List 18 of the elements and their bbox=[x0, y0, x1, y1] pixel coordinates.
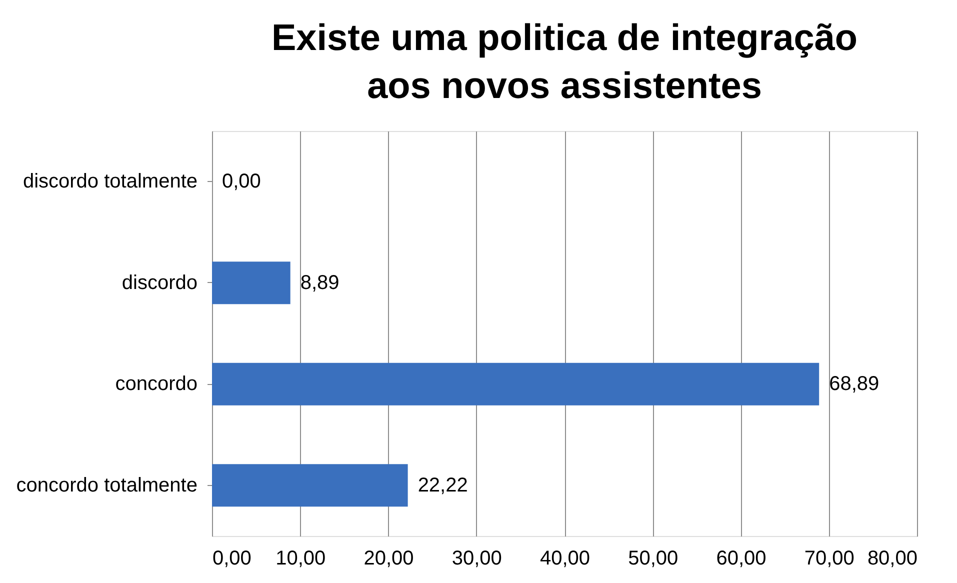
y-tick-label: discordo totalmente bbox=[22, 170, 198, 193]
data-label: 68,89 bbox=[829, 373, 880, 396]
x-tick-label: 20,00 bbox=[364, 548, 414, 570]
data-label: 0,00 bbox=[222, 170, 261, 193]
x-tick-label: 10,00 bbox=[276, 548, 326, 570]
y-tick-label: discordo bbox=[122, 272, 198, 294]
x-tick-label: 60,00 bbox=[716, 548, 766, 570]
y-tick-label: concordo bbox=[115, 373, 198, 396]
x-tick-label: 40,00 bbox=[540, 548, 590, 570]
data-label: 22,22 bbox=[418, 474, 468, 496]
chart-title: Existe uma politica de integração aos novos assistentes bbox=[271, 17, 858, 106]
x-tick-label: 30,00 bbox=[452, 548, 502, 570]
x-tick-label: 70,00 bbox=[804, 548, 854, 570]
x-tick-label: 80,00 bbox=[867, 548, 918, 570]
x-tick-label: 0,00 bbox=[212, 548, 252, 570]
y-tick-label: concordo totalmente bbox=[16, 474, 198, 496]
data-label: 8,89 bbox=[300, 272, 340, 294]
x-tick-label: 50,00 bbox=[628, 548, 678, 570]
